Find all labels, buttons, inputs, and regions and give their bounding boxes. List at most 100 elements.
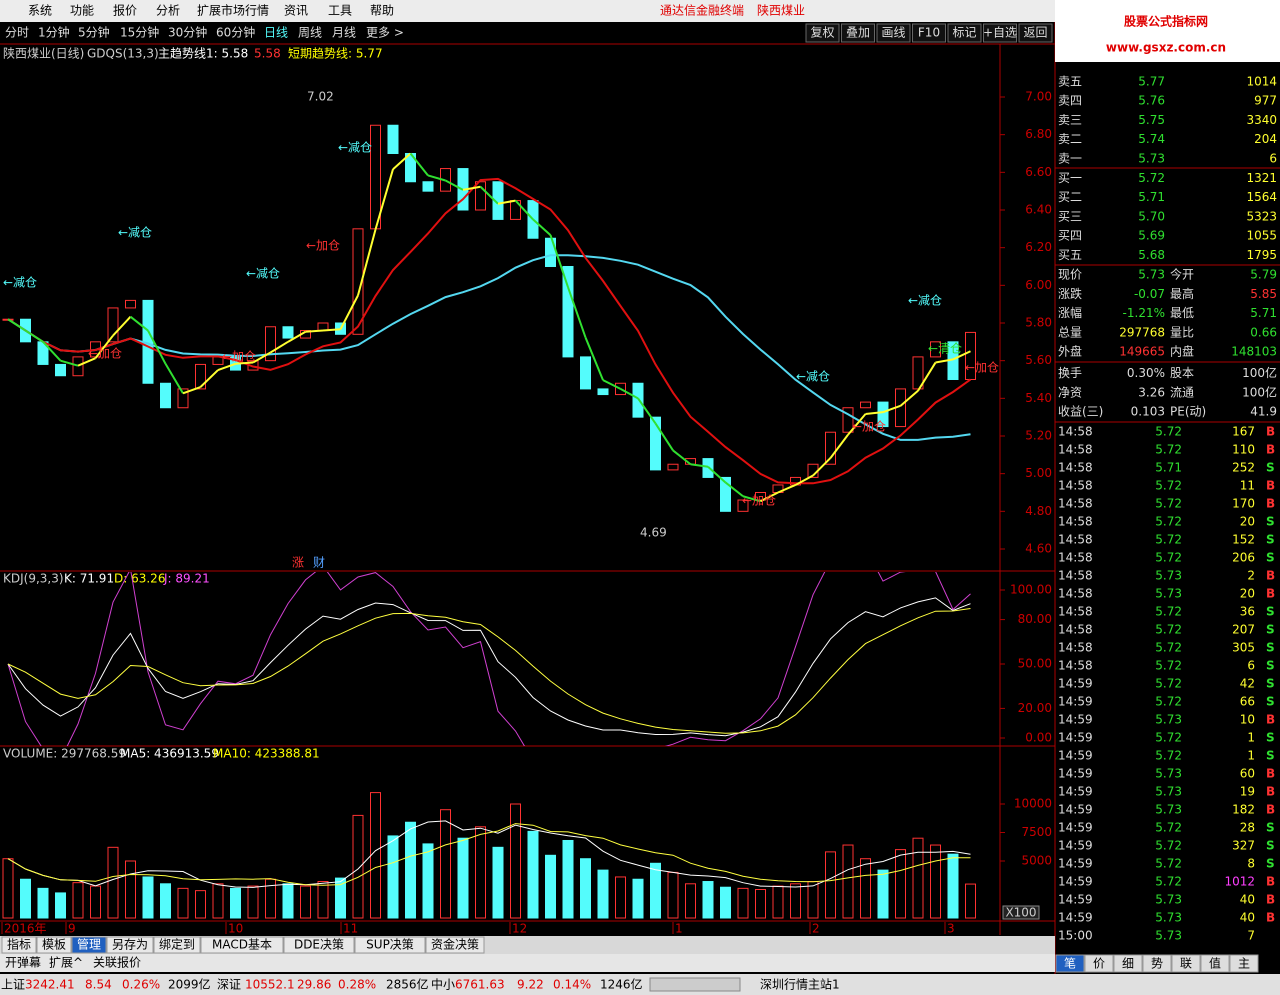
side-tab-label[interactable]: 联 (1180, 957, 1192, 971)
bottom-tab-label[interactable]: 开弹幕 (5, 956, 41, 970)
tool-button[interactable] (1018, 23, 1053, 43)
kdj-k: K: 71.91 (64, 572, 114, 586)
period-tab[interactable]: 60分钟 (216, 25, 255, 40)
tool-button-label[interactable]: 叠加 (846, 26, 870, 40)
menu-item[interactable]: 资讯 (284, 4, 308, 18)
bottom-tab[interactable] (354, 936, 426, 954)
bottom-tab-label[interactable]: 关联报价 (93, 955, 141, 970)
trade-volume: 305 (1232, 641, 1255, 655)
tool-button[interactable] (841, 23, 875, 43)
bottom-tab-label[interactable]: 绑定到 (159, 937, 195, 952)
side-tab[interactable] (1113, 954, 1143, 973)
bottom-tab[interactable] (283, 936, 355, 954)
menu-item[interactable]: 系统 (28, 4, 52, 18)
book-volume: 6 (1269, 151, 1277, 165)
bottom-tab[interactable] (36, 936, 72, 954)
trade-side: B (1266, 587, 1275, 601)
tool-button[interactable] (983, 23, 1017, 43)
y-tick-label: 4.60 (1025, 541, 1052, 555)
stat-label: 涨幅 (1058, 305, 1082, 320)
bottom-tab[interactable] (71, 936, 107, 954)
period-tab[interactable]: 月线 (332, 26, 356, 40)
menu-item[interactable]: 扩展市场行情 (197, 3, 269, 18)
side-tab[interactable] (1084, 954, 1114, 973)
bottom-tab-label[interactable]: 模板 (42, 938, 66, 952)
side-tab-label[interactable]: 笔 (1064, 956, 1076, 971)
menu-item[interactable]: 工具 (328, 4, 352, 18)
bottom-tab-label[interactable]: MACD基本 (212, 938, 272, 952)
tool-button-label[interactable]: 复权 (810, 26, 834, 40)
side-tab[interactable] (1171, 954, 1201, 973)
period-tab[interactable]: 5分钟 (78, 25, 110, 40)
stat-label: 净资 (1058, 385, 1082, 399)
menu-item[interactable]: 报价 (113, 3, 137, 18)
bottom-tab-label[interactable]: SUP决策 (366, 938, 414, 952)
trade-volume: 327 (1232, 839, 1255, 853)
tool-button[interactable] (805, 23, 840, 43)
stat-label: 内盘 (1170, 344, 1194, 359)
trade-side: S (1266, 515, 1275, 529)
side-tab[interactable] (1055, 954, 1085, 973)
trade-volume: 2 (1247, 569, 1255, 583)
side-tab[interactable] (1142, 954, 1172, 973)
side-tab-label[interactable]: 主 (1238, 957, 1250, 971)
bottom-tab-label[interactable]: 资金决策 (431, 937, 479, 952)
status-item: 上证 (1, 978, 25, 992)
short-trend-segment (129, 315, 149, 332)
stat-label: 股本 (1170, 366, 1194, 380)
bottom-tab-label[interactable]: 扩展^ (49, 956, 83, 970)
short-trend-segment (829, 434, 849, 459)
stat-value: 0.66 (1250, 325, 1277, 339)
tool-button-label[interactable]: F10 (918, 26, 940, 40)
tool-button-label[interactable]: 返回 (1023, 26, 1047, 40)
trade-price: 5.72 (1155, 623, 1182, 637)
side-tab-label[interactable]: 细 (1122, 957, 1134, 971)
period-tab[interactable]: 更多 > (366, 26, 404, 40)
bottom-tab[interactable] (106, 936, 154, 954)
candle (965, 331, 976, 380)
bottom-tab[interactable] (153, 936, 201, 954)
tool-button-label[interactable]: 画线 (881, 26, 905, 40)
book-label: 买五 (1058, 248, 1082, 262)
side-tab-label[interactable]: 值 (1209, 956, 1221, 971)
date-label: 2 (812, 922, 820, 936)
period-tab[interactable]: 周线 (298, 26, 322, 40)
tool-button[interactable] (947, 23, 982, 43)
period-tab[interactable]: 15分钟 (120, 25, 159, 40)
stat-value: 148103 (1231, 345, 1277, 359)
volume-ma10-line (7, 823, 971, 886)
side-tab[interactable] (1229, 954, 1259, 973)
stat-label: 量比 (1170, 325, 1194, 339)
trade-volume: 110 (1232, 443, 1255, 457)
bottom-tab-label[interactable]: DDE决策 (294, 938, 344, 952)
volume-bar (90, 885, 101, 919)
menu-item[interactable]: 帮助 (370, 4, 394, 18)
period-tab[interactable]: 30分钟 (168, 25, 207, 40)
period-tab[interactable]: 1分钟 (38, 25, 70, 40)
bottom-tab-label[interactable]: 另存为 (112, 938, 148, 952)
period-tab[interactable]: 日线 (264, 26, 288, 40)
candle (720, 476, 731, 512)
period-tab[interactable]: 分时 (5, 26, 29, 40)
short-trend-segment (602, 379, 621, 390)
bottom-tab-label[interactable]: 管理 (77, 937, 101, 952)
menu-item[interactable]: 分析 (156, 4, 180, 18)
status-item: 6761.63 (455, 978, 505, 992)
bottom-tab[interactable] (1, 936, 37, 954)
bottom-tab-label[interactable]: 指标 (7, 937, 31, 952)
trade-price: 5.73 (1155, 893, 1182, 907)
bottom-tab[interactable] (425, 936, 485, 954)
short-trend-segment (865, 411, 884, 416)
menu-item[interactable]: 功能 (70, 4, 94, 18)
tool-button-label[interactable]: 标记 (952, 26, 976, 40)
tool-button[interactable] (876, 23, 911, 43)
candle (825, 431, 836, 465)
tool-button-label[interactable]: +自选 (983, 26, 1017, 40)
short-trend-segment (777, 484, 796, 494)
tool-button[interactable] (912, 23, 946, 43)
bottom-tab[interactable] (200, 936, 284, 954)
side-tab-label[interactable]: 势 (1151, 957, 1163, 971)
short-trend-label: 短期趋势线: 5.77 (288, 47, 383, 61)
side-tab[interactable] (1200, 954, 1230, 973)
side-tab-label[interactable]: 价 (1093, 957, 1105, 971)
